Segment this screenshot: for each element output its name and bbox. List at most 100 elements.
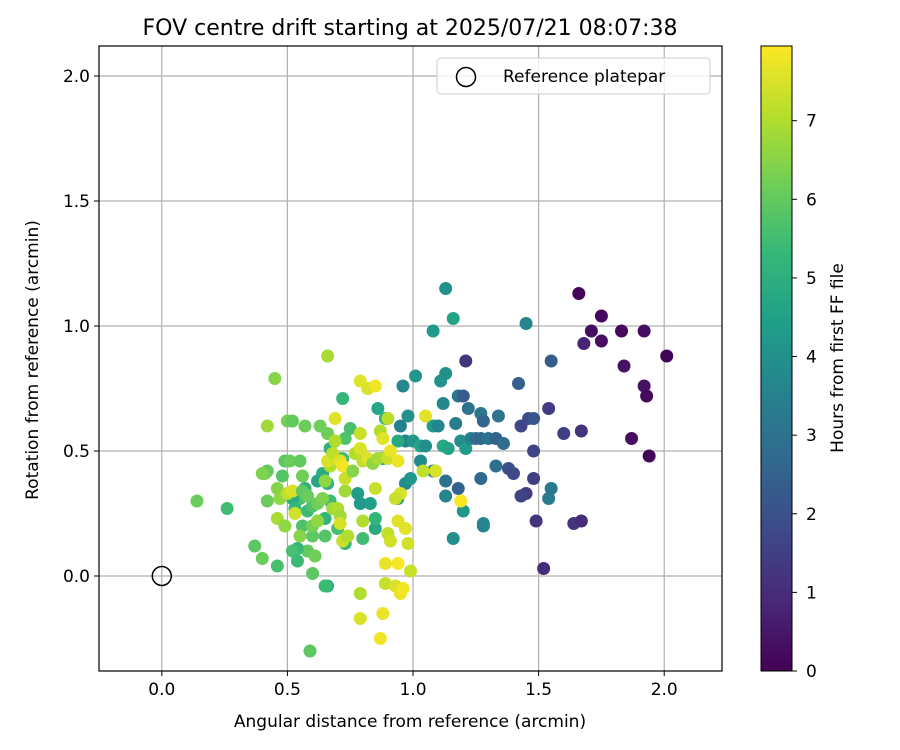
- data-point: [220, 502, 234, 515]
- data-point: [419, 409, 433, 423]
- colorbar-tick-label: 2: [806, 505, 817, 525]
- data-point: [368, 482, 382, 495]
- data-point: [642, 449, 656, 463]
- data-point: [439, 282, 453, 295]
- data-point: [306, 529, 320, 543]
- data-point: [336, 459, 350, 473]
- chart-title: FOV centre drift starting at 2025/07/21 …: [143, 16, 678, 41]
- data-point: [346, 464, 360, 478]
- data-point: [439, 367, 453, 380]
- plot-frame: [98, 45, 723, 672]
- x-tick-label: 1.5: [525, 680, 552, 700]
- y-tick-label: 0.5: [63, 442, 90, 462]
- data-point: [391, 434, 405, 448]
- data-point: [617, 359, 631, 373]
- data-point: [454, 494, 468, 508]
- data-point: [527, 472, 541, 485]
- data-point: [572, 287, 586, 300]
- legend-box: [436, 57, 711, 95]
- colorbar-tick-label: 0: [806, 662, 817, 682]
- data-point: [391, 557, 405, 570]
- data-point: [341, 529, 355, 543]
- data-point: [376, 607, 390, 620]
- data-point: [446, 532, 460, 545]
- colorbar-tick-label: 6: [806, 190, 817, 210]
- data-point: [288, 507, 302, 520]
- data-point: [404, 564, 417, 578]
- data-point: [383, 534, 397, 548]
- data-point: [396, 582, 410, 595]
- data-point: [557, 427, 571, 440]
- data-point: [594, 309, 608, 323]
- data-point: [338, 484, 352, 498]
- data-point: [426, 324, 440, 338]
- data-point: [308, 549, 322, 563]
- data-point: [414, 454, 428, 468]
- data-point: [577, 337, 591, 350]
- data-point: [316, 492, 330, 505]
- data-point: [584, 324, 598, 338]
- colorbar-tick-label: 5: [806, 269, 817, 289]
- data-point: [356, 514, 370, 528]
- colorbar-tick-label: 1: [806, 583, 817, 603]
- y-tick-label: 0.0: [63, 567, 90, 587]
- data-point: [544, 354, 558, 368]
- data-point: [373, 632, 387, 645]
- data-point: [383, 444, 397, 458]
- data-point: [328, 412, 342, 425]
- data-point: [270, 559, 284, 573]
- y-axis-label: Rotation from reference (arcmin): [23, 220, 43, 500]
- data-point: [293, 454, 307, 468]
- data-point: [398, 522, 412, 535]
- x-tick-label: 0.5: [274, 680, 301, 700]
- data-point: [255, 552, 269, 565]
- data-point: [409, 369, 423, 383]
- data-point: [268, 372, 282, 385]
- x-axis-label: Angular distance from reference (arcmin): [234, 712, 586, 732]
- reference-platepar-marker: [151, 565, 173, 587]
- data-point: [353, 442, 367, 455]
- data-point: [476, 519, 490, 533]
- data-point: [461, 402, 475, 415]
- x-axis-ticks: 0.0 0.5 1.0 1.5 2.0: [148, 671, 678, 700]
- data-point: [519, 317, 533, 330]
- data-point: [527, 412, 541, 425]
- data-point: [404, 472, 417, 485]
- data-point: [275, 469, 289, 483]
- data-point: [378, 557, 392, 570]
- data-point: [391, 454, 405, 468]
- data-point: [401, 409, 415, 423]
- data-point: [293, 529, 307, 543]
- data-point: [255, 467, 269, 480]
- y-tick-label: 2.0: [63, 67, 90, 87]
- data-point: [260, 419, 274, 433]
- legend-entry-reference: Reference platepar: [503, 67, 665, 87]
- data-point: [542, 402, 556, 415]
- data-point: [474, 472, 488, 485]
- data-point: [489, 459, 503, 473]
- data-point: [368, 512, 382, 525]
- data-point: [285, 544, 299, 558]
- data-point: [278, 519, 292, 533]
- data-point: [446, 312, 460, 325]
- data-point: [512, 377, 526, 390]
- y-axis-ticks: 0.0 0.5 1.0 1.5 2.0: [63, 67, 99, 587]
- data-point: [456, 389, 470, 403]
- data-point: [491, 409, 505, 423]
- data-point: [401, 537, 415, 550]
- y-tick-label: 1.0: [63, 317, 90, 337]
- data-point: [476, 414, 490, 428]
- data-point: [295, 519, 309, 533]
- data-point: [640, 389, 654, 403]
- data-point: [396, 379, 410, 393]
- data-point: [260, 494, 274, 508]
- data-point: [338, 432, 352, 445]
- data-point: [290, 554, 304, 568]
- data-point: [625, 432, 639, 445]
- y-tick-label: 1.5: [63, 192, 90, 212]
- data-point: [459, 442, 473, 455]
- data-point: [544, 482, 558, 495]
- data-point: [363, 497, 377, 510]
- data-point: [594, 334, 608, 348]
- data-point: [506, 467, 520, 480]
